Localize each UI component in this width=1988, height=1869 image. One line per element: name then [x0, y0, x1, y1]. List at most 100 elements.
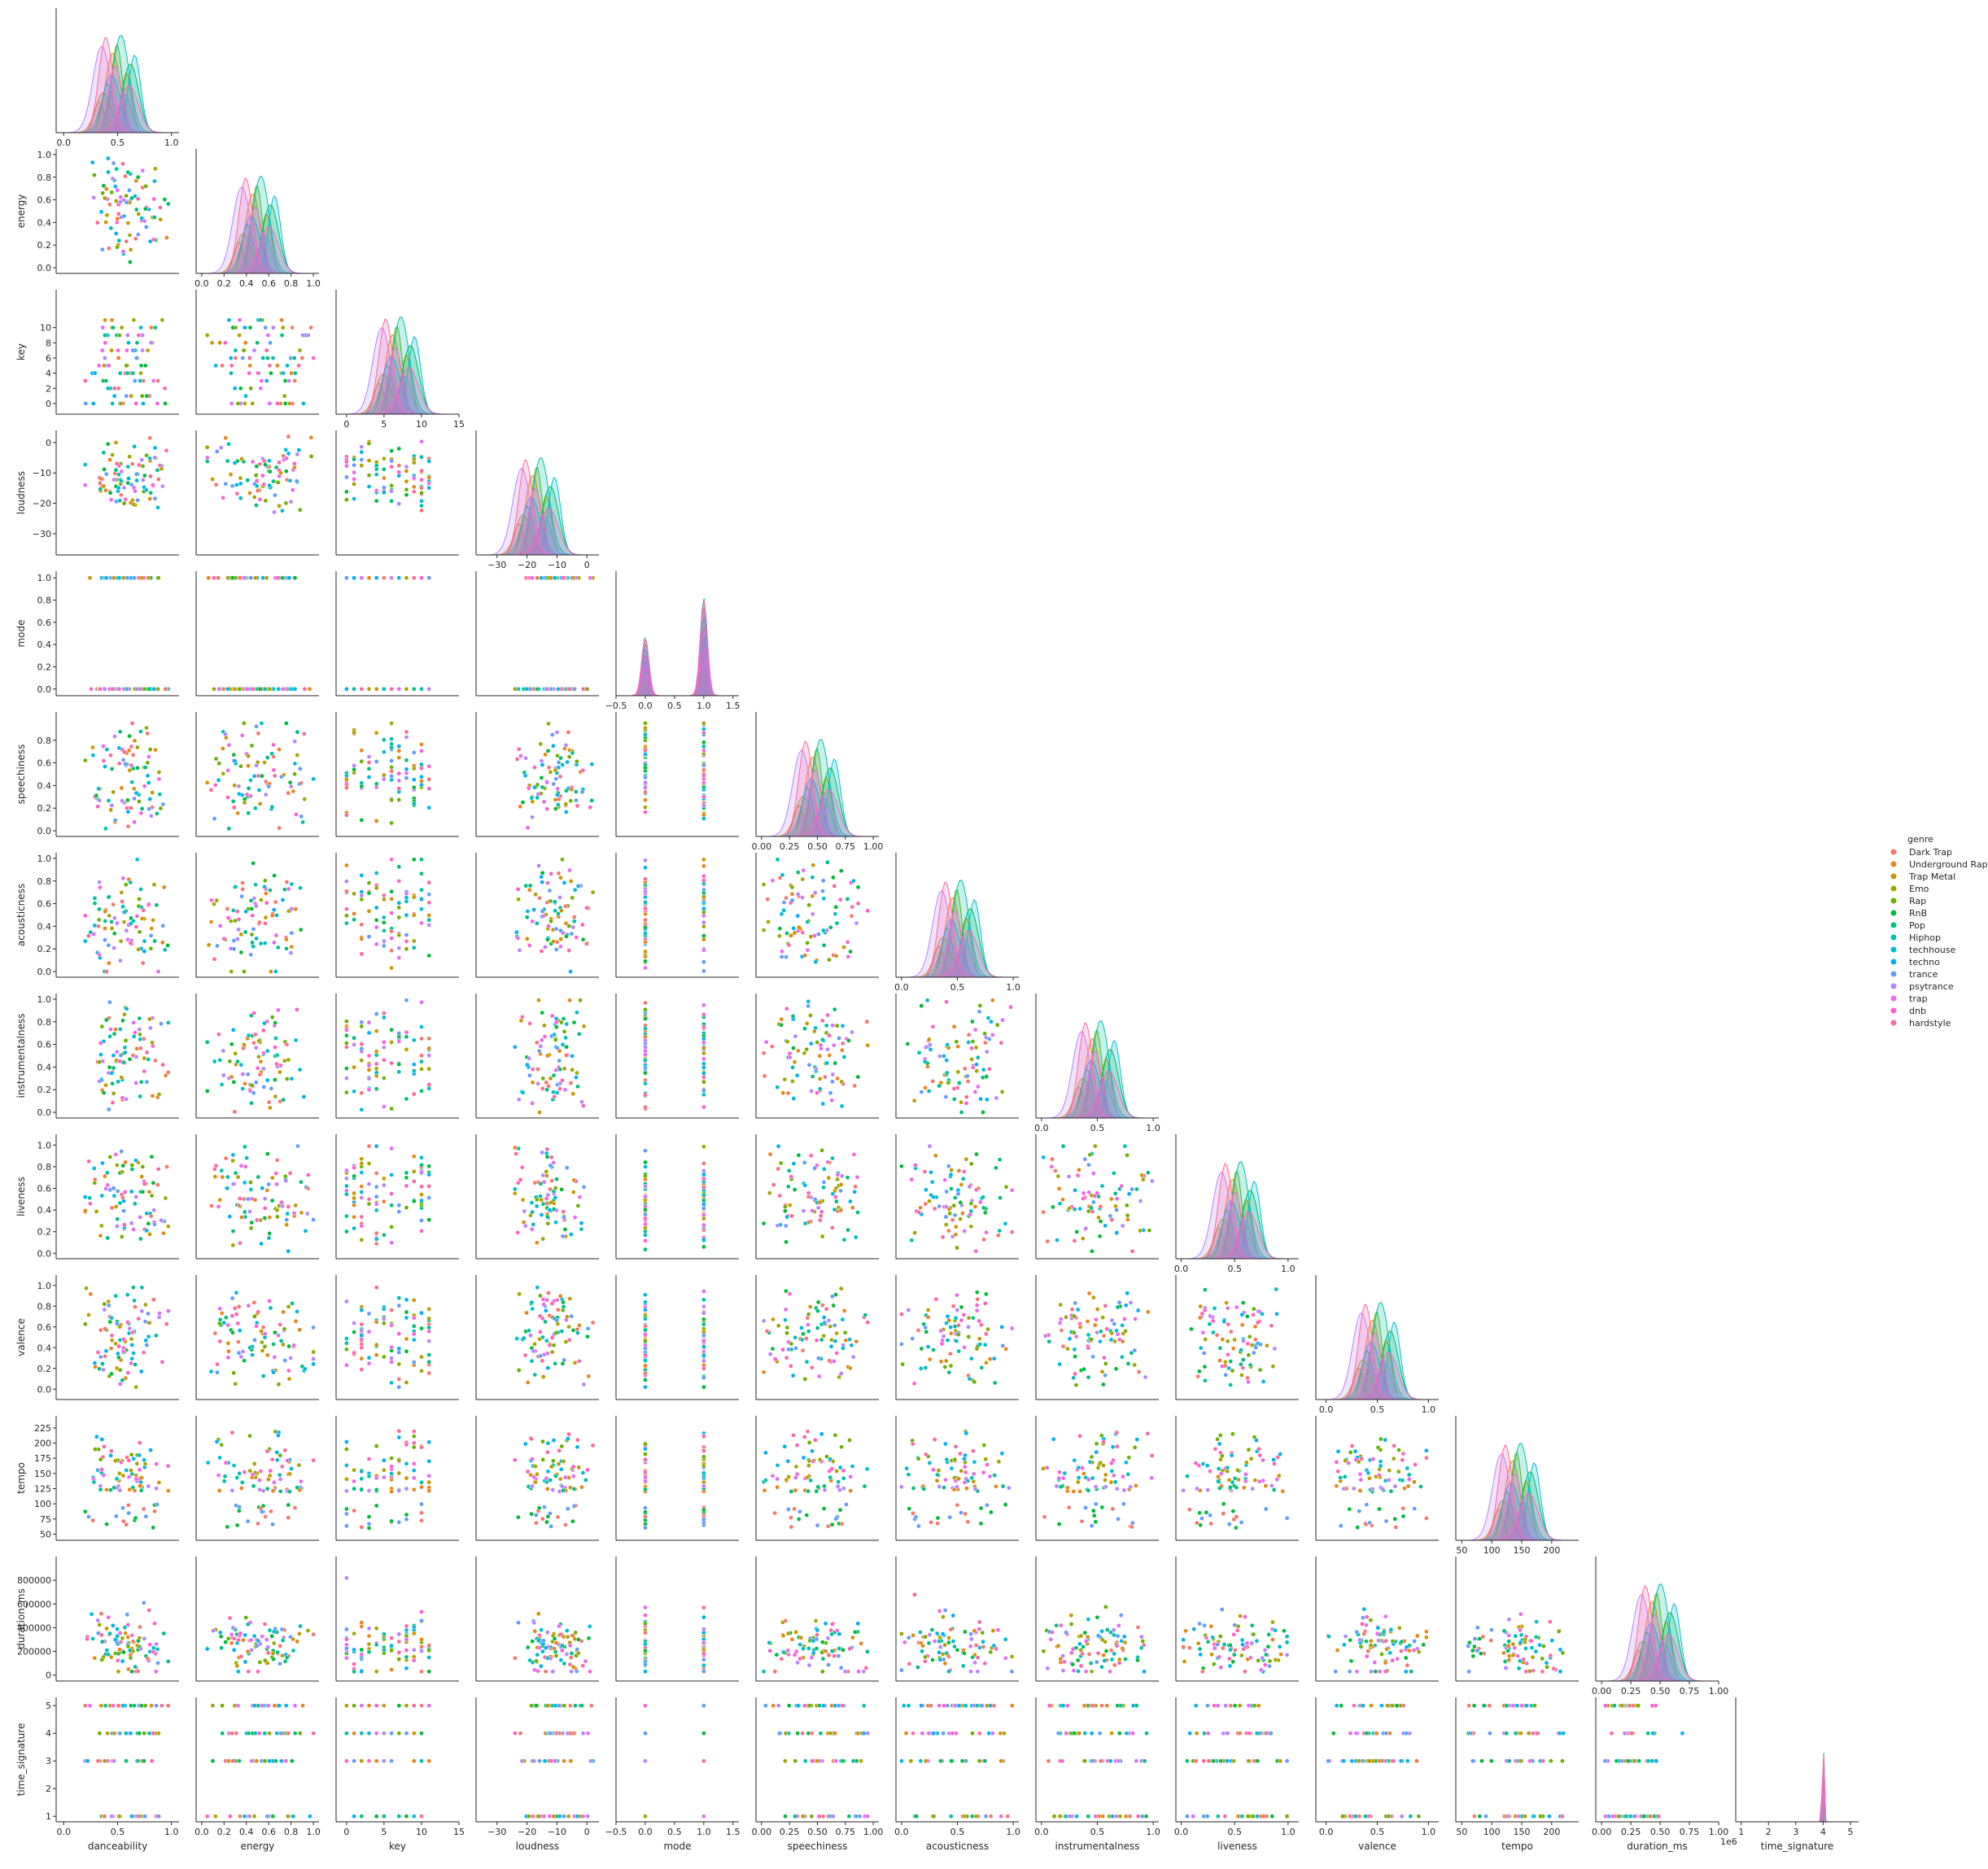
- y-tick-label: −10: [33, 468, 51, 478]
- point: [374, 759, 379, 764]
- point: [129, 762, 134, 768]
- point: [132, 796, 137, 801]
- point: [260, 1348, 265, 1353]
- point: [243, 909, 249, 915]
- point: [1149, 1178, 1155, 1184]
- point: [264, 347, 269, 353]
- panel-speechiness-vs-energy: [195, 712, 319, 837]
- point: [131, 1285, 136, 1290]
- point: [701, 1192, 706, 1198]
- point: [411, 1154, 417, 1159]
- point: [110, 401, 116, 406]
- point: [816, 1373, 822, 1379]
- point: [1261, 1379, 1266, 1384]
- point: [411, 894, 417, 900]
- point: [225, 795, 230, 800]
- point: [821, 1185, 826, 1190]
- point: [213, 482, 219, 487]
- point: [264, 755, 270, 760]
- x-tick-label: −10: [548, 560, 566, 570]
- point: [230, 1330, 235, 1335]
- point: [103, 220, 108, 225]
- point: [382, 1474, 387, 1480]
- point: [831, 1303, 837, 1308]
- point: [146, 1057, 151, 1062]
- point: [264, 891, 269, 896]
- point: [260, 473, 265, 478]
- point: [967, 1184, 972, 1190]
- point: [558, 1466, 564, 1472]
- point: [158, 806, 164, 811]
- point: [553, 1037, 558, 1042]
- point: [783, 1317, 788, 1323]
- point: [1103, 1361, 1108, 1366]
- point: [1211, 1330, 1216, 1335]
- point: [217, 1306, 223, 1312]
- point: [230, 1181, 236, 1187]
- point: [419, 1218, 424, 1223]
- point: [129, 1221, 134, 1226]
- point: [643, 1159, 648, 1165]
- x-tick-label: 0.8: [284, 278, 299, 289]
- point: [164, 1164, 169, 1169]
- point: [643, 775, 648, 780]
- point: [780, 1347, 785, 1352]
- point: [248, 793, 253, 799]
- point: [571, 915, 577, 919]
- point: [419, 774, 424, 779]
- point: [835, 1076, 840, 1081]
- point: [359, 457, 365, 462]
- point: [531, 1474, 536, 1480]
- point: [846, 1038, 851, 1043]
- point: [263, 325, 269, 330]
- point: [147, 797, 153, 801]
- point: [1077, 1167, 1081, 1172]
- point: [101, 450, 107, 456]
- point: [701, 727, 706, 731]
- point: [571, 1474, 576, 1479]
- point: [99, 1024, 105, 1029]
- point: [238, 475, 243, 481]
- point: [419, 766, 424, 771]
- point: [311, 776, 316, 782]
- point: [242, 1081, 247, 1086]
- point: [250, 913, 255, 919]
- point: [82, 378, 88, 383]
- point: [143, 1338, 149, 1343]
- point: [516, 1514, 521, 1520]
- point: [520, 1164, 525, 1170]
- point: [253, 1032, 258, 1037]
- point: [1230, 1346, 1236, 1352]
- point: [530, 1101, 535, 1106]
- point: [791, 926, 797, 931]
- point: [129, 721, 135, 726]
- point: [544, 1519, 549, 1525]
- panel-instrumentalness-vs-instrumentalness: 0.0 0.5 1.0: [1034, 993, 1160, 1133]
- point: [147, 456, 152, 461]
- point: [389, 464, 394, 469]
- point: [950, 1217, 955, 1223]
- point: [526, 1055, 532, 1061]
- point: [947, 1211, 953, 1216]
- point: [536, 1505, 542, 1511]
- point: [276, 1382, 282, 1387]
- point: [1074, 1229, 1080, 1234]
- point: [838, 1286, 844, 1291]
- point: [998, 1040, 1004, 1046]
- point: [389, 448, 394, 453]
- x-tick-label: −0.5: [605, 701, 627, 711]
- point: [258, 941, 264, 946]
- y-tick-label: 0.0: [37, 1384, 52, 1395]
- point: [284, 945, 289, 951]
- point: [838, 1181, 844, 1187]
- point: [540, 880, 545, 885]
- point: [548, 1155, 554, 1160]
- point: [118, 1053, 124, 1058]
- point: [366, 1514, 372, 1519]
- point: [426, 805, 432, 810]
- point: [117, 498, 123, 503]
- point: [216, 1204, 221, 1209]
- point: [533, 1479, 538, 1485]
- point: [273, 1171, 279, 1177]
